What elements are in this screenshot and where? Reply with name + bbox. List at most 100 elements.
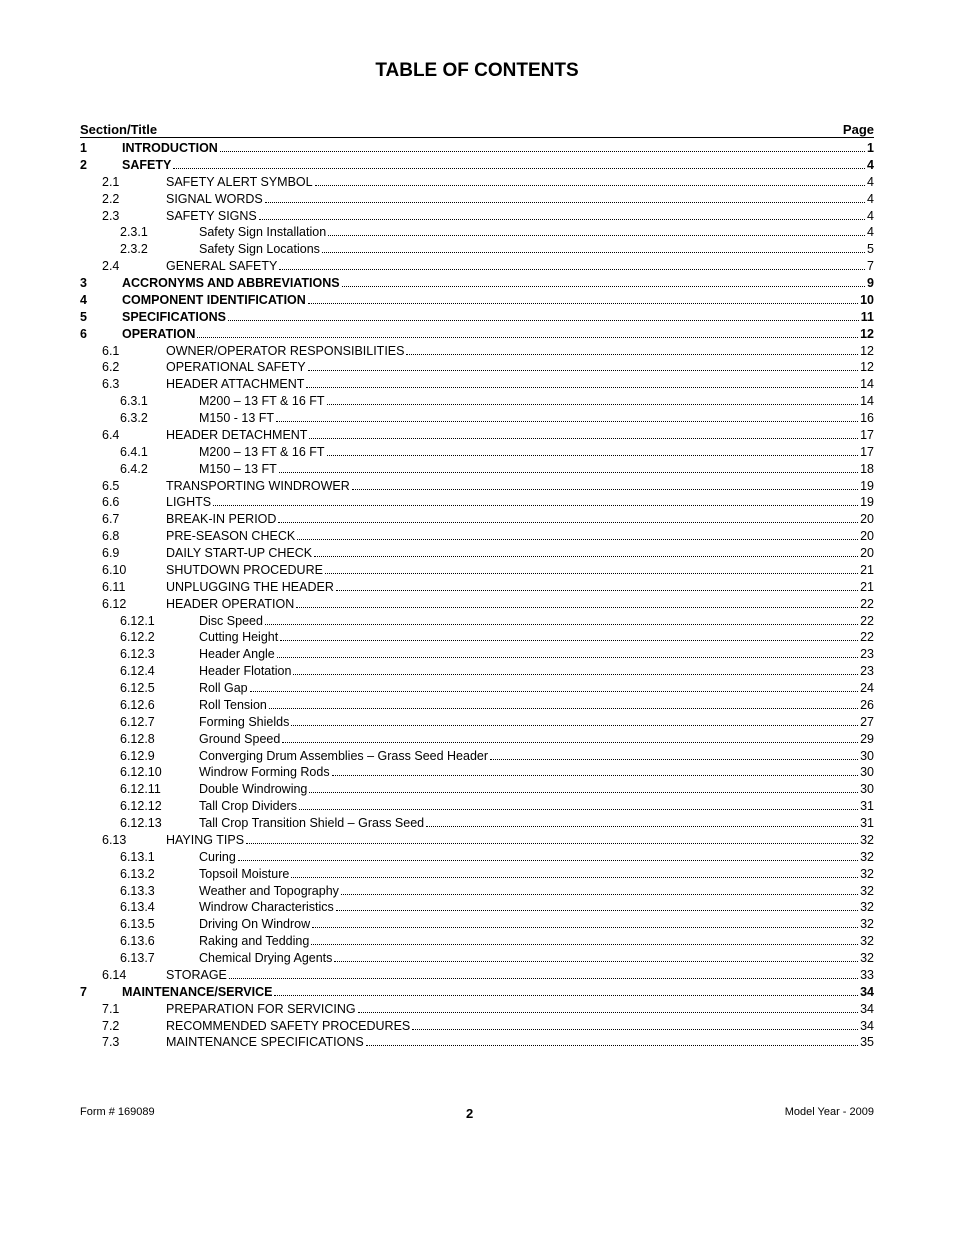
toc-entry-title: UNPLUGGING THE HEADER <box>166 579 334 596</box>
toc-entry: 2.3.2Safety Sign Locations5 <box>80 241 874 258</box>
toc-entry-title: COMPONENT IDENTIFICATION <box>122 292 306 309</box>
toc-entry-title: DAILY START-UP CHECK <box>166 545 312 562</box>
toc-leader-dots <box>490 759 858 760</box>
toc-entry-title: Windrow Characteristics <box>199 899 334 916</box>
toc-entry-title: PRE-SEASON CHECK <box>166 528 295 545</box>
toc-leader-dots <box>279 472 858 473</box>
toc-entry-title: SAFETY ALERT SYMBOL <box>166 174 313 191</box>
toc-leader-dots <box>309 438 858 439</box>
toc-entry: 6.3.1M200 – 13 FT & 16 FT14 <box>80 393 874 410</box>
toc-leader-dots <box>259 219 865 220</box>
toc-entry-page: 14 <box>860 376 874 393</box>
toc-entry-page: 20 <box>860 528 874 545</box>
toc-entry-page: 33 <box>860 967 874 984</box>
toc-entry-number: 2.3 <box>102 208 166 225</box>
toc-entry-page: 19 <box>860 494 874 511</box>
toc-entry-title: TRANSPORTING WINDROWER <box>166 478 350 495</box>
toc-entry-page: 5 <box>867 241 874 258</box>
toc-entry-title: Safety Sign Installation <box>199 224 326 241</box>
toc-leader-dots <box>213 505 858 506</box>
toc-entry-title: SAFETY <box>122 157 171 174</box>
toc-entry-page: 32 <box>860 933 874 950</box>
toc-leader-dots <box>334 961 858 962</box>
toc-entry: 6.12.7Forming Shields27 <box>80 714 874 731</box>
toc-entry-number: 6.4.1 <box>120 444 199 461</box>
toc-leader-dots <box>341 894 858 895</box>
toc-leader-dots <box>328 235 865 236</box>
toc-entry-title: GENERAL SAFETY <box>166 258 277 275</box>
toc-entry-title: HAYING TIPS <box>166 832 244 849</box>
toc-entry-number: 2 <box>80 157 122 174</box>
toc-leader-dots <box>308 370 858 371</box>
toc-entry-title: Ground Speed <box>199 731 280 748</box>
toc-entry: 6.12.10Windrow Forming Rods 30 <box>80 764 874 781</box>
toc-leader-dots <box>220 151 865 152</box>
toc-entry: 6.14STORAGE33 <box>80 967 874 984</box>
toc-entry: 6.12.5Roll Gap24 <box>80 680 874 697</box>
toc-leader-dots <box>352 489 858 490</box>
footer-right: Model Year - 2009 <box>785 1106 874 1121</box>
toc-entry: 7.2RECOMMENDED SAFETY PROCEDURES34 <box>80 1018 874 1035</box>
toc-entry-number: 6.3.1 <box>120 393 199 410</box>
toc-entry-page: 18 <box>860 461 874 478</box>
toc-leader-dots <box>308 303 858 304</box>
toc-entry-number: 6.12.12 <box>120 798 199 815</box>
toc-leader-dots <box>238 860 858 861</box>
toc-entry-number: 6.12.8 <box>120 731 199 748</box>
toc-entry-number: 6.12.7 <box>120 714 199 731</box>
toc-leader-dots <box>336 590 858 591</box>
toc-entry: 6OPERATION12 <box>80 326 874 343</box>
toc-entry-page: 32 <box>860 866 874 883</box>
toc-entry-number: 4 <box>80 292 122 309</box>
toc-leader-dots <box>306 387 858 388</box>
toc-entry-number: 2.2 <box>102 191 166 208</box>
toc-entry-page: 30 <box>860 764 874 781</box>
toc-entry-page: 17 <box>860 427 874 444</box>
toc-entry-title: OWNER/OPERATOR RESPONSIBILITIES <box>166 343 404 360</box>
toc-leader-dots <box>278 522 858 523</box>
toc-entry-number: 6.12.5 <box>120 680 199 697</box>
toc-leader-dots <box>332 775 859 776</box>
toc-entry-title: Header Angle <box>199 646 275 663</box>
toc-entry-page: 19 <box>860 478 874 495</box>
toc-leader-dots <box>291 877 858 878</box>
toc-entry-title: Windrow Forming Rods <box>199 764 330 781</box>
toc-entry-page: 12 <box>860 359 874 376</box>
toc-entry-title: Topsoil Moisture <box>199 866 289 883</box>
toc-entry-title: RECOMMENDED SAFETY PROCEDURES <box>166 1018 410 1035</box>
toc-leader-dots <box>366 1045 858 1046</box>
toc-entry: 6.6LIGHTS19 <box>80 494 874 511</box>
toc-entry: 6.12.12Tall Crop Dividers31 <box>80 798 874 815</box>
toc-entry-title: M200 – 13 FT & 16 FT <box>199 393 325 410</box>
toc-entry-number: 7.2 <box>102 1018 166 1035</box>
toc-entry-page: 1 <box>867 140 874 157</box>
toc-entry-title: BREAK-IN PERIOD <box>166 511 276 528</box>
toc-entry-page: 32 <box>860 832 874 849</box>
toc-leader-dots <box>311 944 858 945</box>
toc-leader-dots <box>299 809 858 810</box>
toc-entry-page: 12 <box>860 343 874 360</box>
toc-entry-number: 6.12.1 <box>120 613 199 630</box>
toc-leader-dots <box>229 978 858 979</box>
toc-entry-number: 6.10 <box>102 562 166 579</box>
header-left: Section/Title <box>80 122 157 137</box>
toc-entry-page: 4 <box>867 157 874 174</box>
toc-entry: 1INTRODUCTION1 <box>80 140 874 157</box>
toc-entry-page: 4 <box>867 208 874 225</box>
toc-leader-dots <box>358 1012 858 1013</box>
toc-entry-page: 4 <box>867 191 874 208</box>
page-footer: Form # 169089 2 Model Year - 2009 <box>80 1106 874 1121</box>
toc-entry: 6.3HEADER ATTACHMENT14 <box>80 376 874 393</box>
toc-entry-number: 6.12.10 <box>120 764 199 781</box>
toc-entry-number: 6.8 <box>102 528 166 545</box>
toc-entry-title: M150 – 13 FT <box>199 461 277 478</box>
toc-leader-dots <box>246 843 858 844</box>
toc-entry-number: 2.4 <box>102 258 166 275</box>
toc-entry-title: Cutting Height <box>199 629 278 646</box>
toc-leader-dots <box>269 708 858 709</box>
toc-entry: 6.13.3Weather and Topography32 <box>80 883 874 900</box>
toc-leader-dots <box>322 252 865 253</box>
toc-entry-title: ACCRONYMS AND ABBREVIATIONS <box>122 275 340 292</box>
toc-entry-page: 29 <box>860 731 874 748</box>
toc-entry-number: 6.3 <box>102 376 166 393</box>
